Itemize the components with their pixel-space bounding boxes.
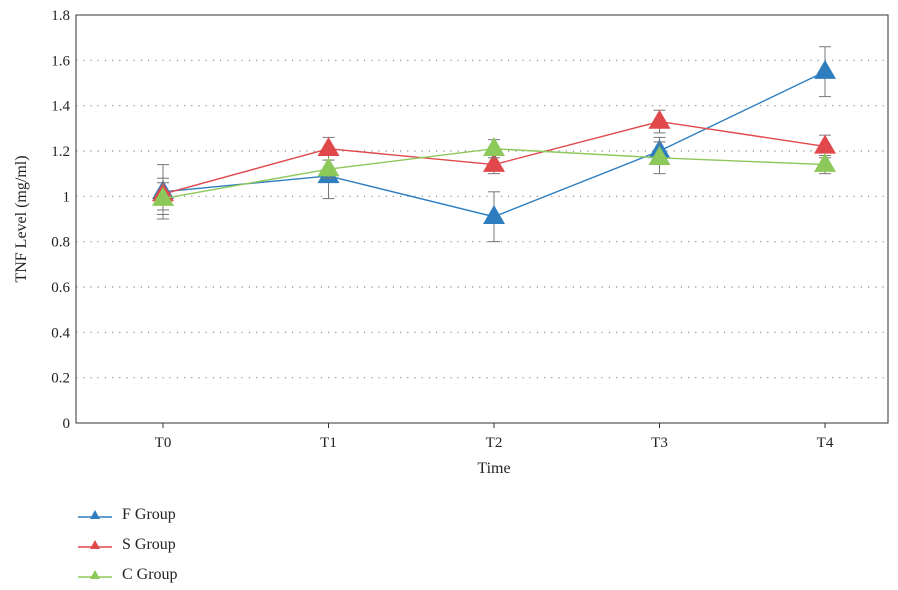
data-point-marker: [483, 204, 505, 224]
y-tick-label: 0: [63, 416, 71, 432]
legend-item: S Group: [78, 530, 178, 560]
y-tick-label: 1.2: [51, 144, 70, 160]
y-tick-label: 0.8: [51, 235, 70, 251]
legend-label: S Group: [122, 536, 176, 553]
y-axis-title: TNF Level (mg/ml): [13, 155, 30, 282]
series-s-group: [152, 109, 836, 211]
gridlines: [76, 59, 888, 379]
data-point-marker: [814, 134, 836, 154]
x-tick-label: T0: [155, 435, 172, 451]
x-tick-label: T4: [817, 435, 834, 451]
legend-label: C Group: [122, 566, 178, 583]
x-axis-title: Time: [477, 460, 510, 477]
data-point-marker: [648, 146, 671, 166]
series-layer: [152, 46, 836, 243]
legend-swatch-icon: [78, 510, 112, 519]
data-point-marker: [483, 152, 505, 172]
data-point-marker: [814, 59, 836, 79]
y-tick-label: 1.8: [51, 8, 70, 24]
data-point-marker: [317, 136, 340, 156]
x-tick-labels: T0 T1 T2 T3 T4: [155, 423, 834, 451]
series-c-group: [152, 136, 836, 215]
legend: F Group S Group C Group: [78, 500, 178, 590]
y-tick-label: 0.2: [51, 371, 70, 387]
data-point-marker: [317, 157, 340, 177]
y-tick-label: 1: [63, 189, 71, 205]
legend-item: C Group: [78, 560, 178, 590]
y-tick-label: 1.6: [51, 53, 70, 69]
y-tick-labels: 0 0.2 0.4 0.6 0.8 1 1.2 1.4 1.6 1.8: [51, 8, 70, 432]
data-point-marker: [483, 136, 505, 156]
legend-swatch-icon: [78, 540, 112, 549]
legend-swatch-icon: [78, 570, 112, 579]
data-point-marker: [648, 109, 671, 129]
y-tick-label: 1.4: [51, 99, 70, 115]
data-point-marker: [814, 152, 836, 172]
x-tick-label: T3: [651, 435, 668, 451]
x-tick-label: T1: [320, 435, 337, 451]
y-tick-label: 0.4: [51, 325, 70, 341]
legend-item: F Group: [78, 500, 178, 530]
y-tick-label: 0.6: [51, 280, 70, 296]
plot-frame: [75, 14, 889, 424]
x-tick-label: T2: [486, 435, 503, 451]
data-point-marker: [152, 186, 174, 206]
legend-label: F Group: [122, 506, 176, 523]
